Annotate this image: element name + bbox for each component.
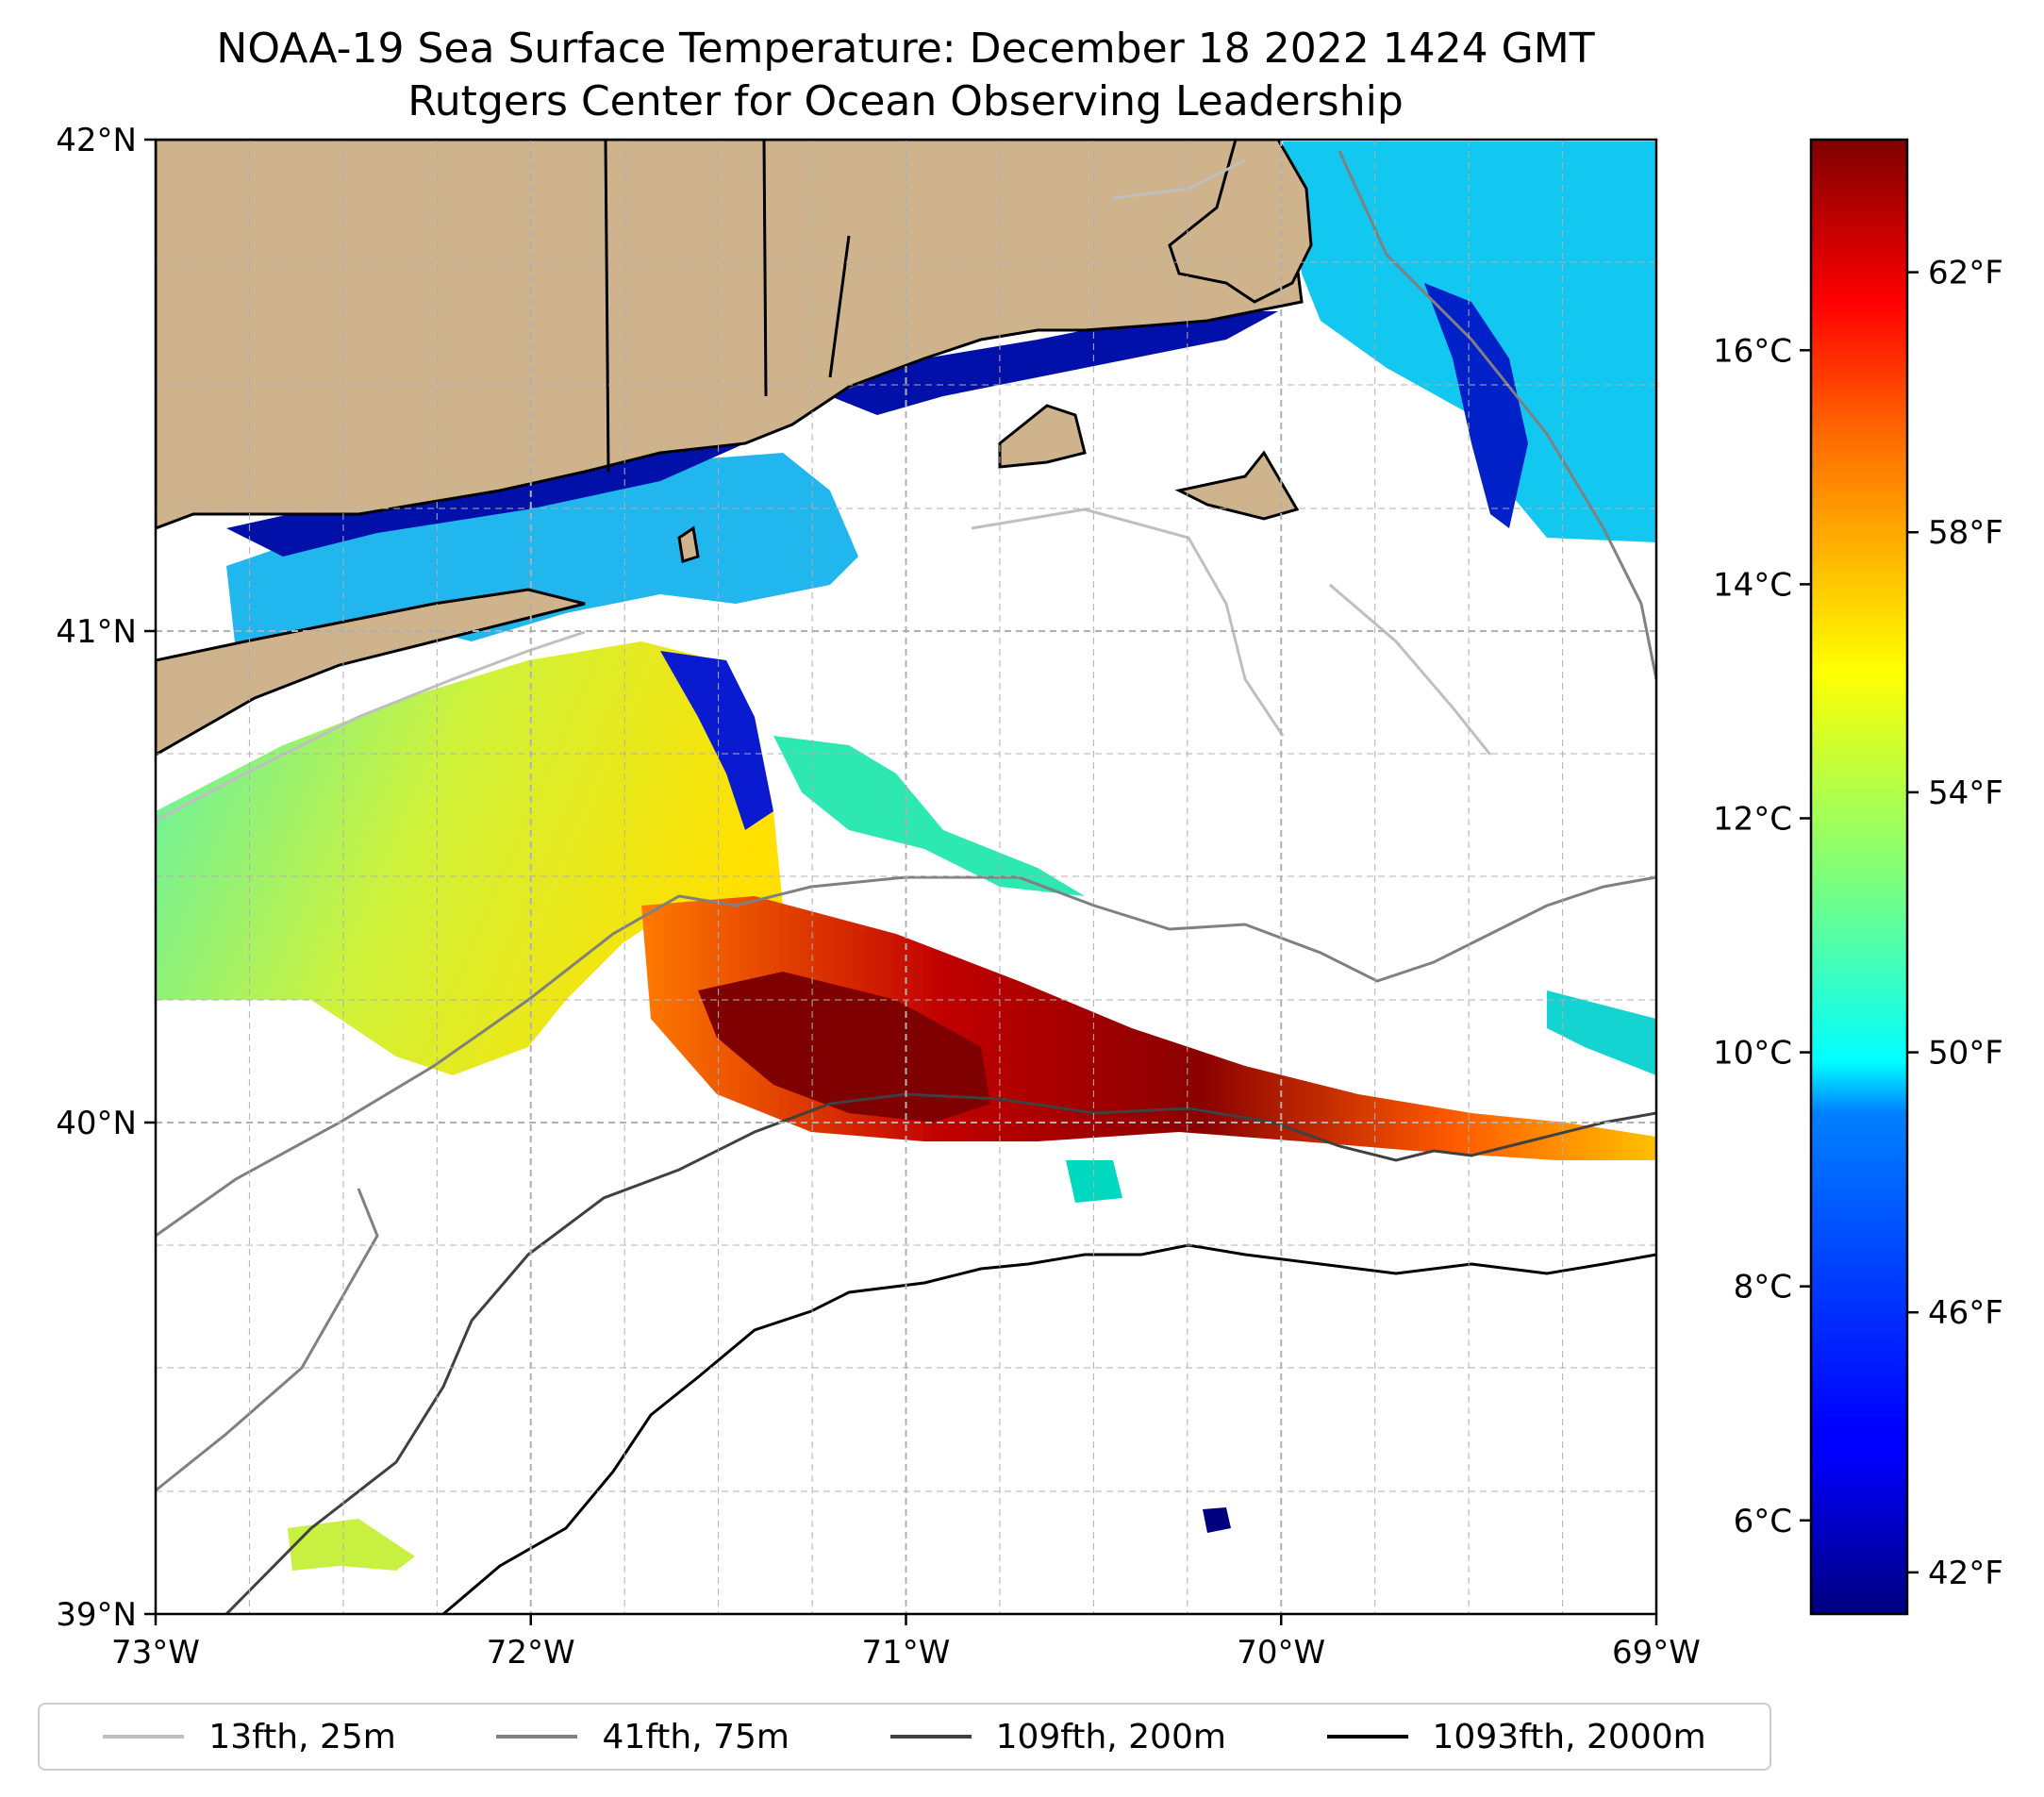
contour-200m — [224, 1092, 1656, 1614]
legend-item-2000m: 1093fth, 2000m — [1326, 1717, 1706, 1756]
sst-patch-east-shelf — [1547, 990, 1656, 1075]
sst-patch-deep-cold — [1203, 1507, 1231, 1533]
bathymetry-layer — [156, 150, 1656, 1614]
contour-75m — [156, 150, 1656, 1492]
fahrenheit-tick-label: 42°F — [1928, 1555, 2003, 1592]
fahrenheit-tick-label: 54°F — [1928, 774, 2003, 812]
sst-patch-ri-sound-cold — [830, 311, 1278, 415]
sst-patch-nearshore-cold — [226, 443, 745, 557]
lon-tick-label: 69°W — [1612, 1634, 1701, 1672]
chart-title: NOAA-19 Sea Surface Temperature: Decembe… — [216, 25, 1595, 73]
celsius-tick-label: 10°C — [1713, 1035, 1792, 1073]
land-long-island — [156, 588, 586, 757]
map-content — [156, 140, 1656, 1614]
legend-swatch-200m — [889, 1735, 972, 1739]
legend-swatch-2000m — [1326, 1735, 1408, 1739]
land-layer — [156, 140, 1313, 757]
land-marthas-vineyard — [998, 404, 1087, 469]
land-new-england — [156, 140, 1304, 530]
state-border-ny-ct — [604, 140, 610, 473]
sst-patch-warm-core — [698, 972, 990, 1123]
lat-tick-label: 39°N — [56, 1596, 137, 1634]
colorbar — [1809, 138, 1909, 1616]
celsius-tick-label: 12°C — [1713, 800, 1792, 838]
lat-tick-label: 40°N — [56, 1105, 137, 1142]
land-nantucket — [1174, 450, 1300, 521]
bathymetry-legend: 13fth, 25m 41fth, 75m 109fth, 200m 1093f… — [38, 1703, 1771, 1771]
legend-item-25m: 13fth, 25m — [103, 1718, 396, 1756]
fahrenheit-tick-label: 58°F — [1928, 514, 2003, 552]
lat-tick-label: 42°N — [56, 122, 137, 159]
sst-patch-southwest — [288, 1519, 415, 1571]
celsius-tick-label: 6°C — [1734, 1503, 1792, 1540]
celsius-tick-label: 14°C — [1713, 566, 1792, 604]
lon-tick-label: 73°W — [111, 1634, 200, 1672]
title-block: NOAA-19 Sea Surface Temperature: Decembe… — [0, 23, 1811, 128]
land-block-island — [677, 525, 700, 563]
sst-patch-offshore-small — [1066, 1160, 1122, 1203]
state-border-ri-ma — [828, 235, 851, 378]
fahrenheit-tick-label: 46°F — [1928, 1294, 2003, 1332]
sst-patch-shelf-cold-band — [660, 651, 773, 830]
chart-subtitle: Rutgers Center for Ocean Observing Leade… — [407, 77, 1404, 125]
legend-item-75m: 41fth, 75m — [496, 1718, 789, 1756]
sst-patch-gulf-of-maine-cold — [1424, 283, 1528, 528]
legend-label-2000m: 1093fth, 2000m — [1432, 1717, 1706, 1756]
state-border-ct-ri — [762, 140, 768, 397]
lon-tick-label: 71°W — [862, 1634, 951, 1672]
contour-2000m — [442, 1243, 1656, 1614]
colorbar-fahrenheit-ticks: 62°F 58°F 54°F 50°F 46°F 42°F — [1907, 255, 2003, 1592]
sst-patch-mid-cyan — [773, 736, 1085, 896]
sst-patch-li-sound — [226, 453, 858, 651]
legend-swatch-25m — [103, 1735, 185, 1739]
lon-tick-label: 72°W — [487, 1634, 575, 1672]
celsius-tick-label: 8°C — [1734, 1269, 1792, 1306]
fahrenheit-tick-label: 62°F — [1928, 255, 2003, 292]
map-gridlines — [156, 140, 1656, 1614]
longitude-ticks: 73°W 72°W 71°W 70°W 69°W — [111, 1614, 1701, 1672]
fahrenheit-tick-label: 50°F — [1928, 1035, 2003, 1073]
legend-item-200m: 109fth, 200m — [889, 1717, 1226, 1756]
latitude-ticks: 42°N 41°N 40°N 39°N — [56, 122, 156, 1634]
legend-label-25m: 13fth, 25m — [208, 1717, 396, 1756]
lat-tick-label: 41°N — [56, 613, 137, 651]
lon-tick-label: 70°W — [1237, 1634, 1325, 1672]
sst-patch-shelf — [156, 641, 783, 1075]
legend-label-75m: 41fth, 75m — [602, 1717, 789, 1756]
celsius-tick-label: 16°C — [1713, 332, 1792, 370]
legend-label-200m: 109fth, 200m — [995, 1717, 1226, 1756]
colorbar-celsius-ticks: 16°C 14°C 12°C 10°C 8°C 6°C — [1713, 332, 1811, 1540]
land-cape-cod — [1168, 140, 1313, 304]
contour-25m — [156, 158, 1492, 823]
legend-swatch-75m — [496, 1735, 578, 1739]
